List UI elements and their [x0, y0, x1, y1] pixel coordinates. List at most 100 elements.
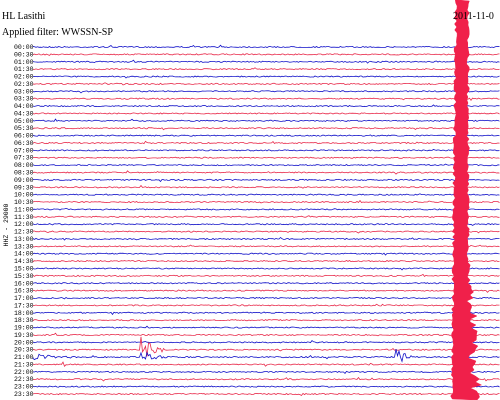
- time-label: 14:00: [14, 251, 34, 258]
- time-label: 18:00: [14, 310, 34, 317]
- time-label: 06:00: [14, 133, 34, 140]
- trace: [32, 319, 500, 322]
- time-label: 18:30: [14, 317, 34, 324]
- time-label: 09:30: [14, 184, 34, 191]
- trace: [32, 303, 500, 307]
- channel-label: HHZ - 29000: [3, 203, 10, 246]
- time-label: 22:30: [14, 376, 34, 383]
- time-label: 04:30: [14, 110, 34, 117]
- trace: [32, 260, 500, 263]
- time-label: 23:30: [14, 391, 34, 398]
- trace: [32, 392, 500, 397]
- time-label: 13:30: [14, 243, 34, 250]
- time-label: 15:00: [14, 265, 34, 272]
- time-label: 20:00: [14, 339, 34, 346]
- trace: [32, 332, 500, 337]
- time-label: 04:00: [14, 103, 34, 110]
- trace: [32, 370, 500, 374]
- trace: [32, 118, 500, 122]
- trace: [32, 236, 500, 241]
- time-label: 21:30: [14, 361, 34, 368]
- filter: Applied filter: WWSSN-SP: [2, 27, 113, 38]
- trace: [32, 44, 500, 49]
- trace: [32, 193, 500, 196]
- time-label: 12:30: [14, 229, 34, 236]
- time-label: 21:00: [14, 354, 34, 361]
- trace: [32, 252, 500, 256]
- time-label: 13:00: [14, 236, 34, 243]
- trace: [32, 385, 500, 388]
- trace: [32, 325, 500, 329]
- time-label: 00:00: [14, 44, 34, 51]
- trace: [32, 163, 500, 167]
- time-label: 03:30: [14, 96, 34, 103]
- trace: [32, 296, 500, 300]
- time-label: 01:30: [14, 66, 34, 73]
- time-label: 11:00: [14, 206, 34, 213]
- time-label: 14:30: [14, 258, 34, 265]
- time-label: 02:30: [14, 81, 34, 88]
- trace: [32, 340, 500, 344]
- trace: [32, 336, 500, 357]
- time-label: 09:00: [14, 177, 34, 184]
- trace: [32, 53, 500, 56]
- time-labels: 00:0000:3001:0001:3002:0002:3003:0003:30…: [14, 44, 34, 398]
- trace: [32, 289, 500, 293]
- time-label: 16:30: [14, 288, 34, 295]
- station-name: HL Lasithi: [2, 11, 45, 22]
- time-label: 23:00: [14, 384, 34, 391]
- time-label: 08:30: [14, 170, 34, 177]
- traces: [32, 44, 500, 397]
- trace: [32, 59, 500, 64]
- trace: [32, 244, 500, 248]
- time-label: 08:00: [14, 162, 34, 169]
- trace: [32, 112, 500, 115]
- trace: [32, 178, 500, 183]
- time-label: 01:00: [14, 59, 34, 66]
- time-label: 16:00: [14, 280, 34, 287]
- trace: [32, 223, 500, 226]
- date: 2011-11-0: [453, 11, 494, 22]
- trace: [32, 361, 500, 368]
- trace: [32, 376, 500, 382]
- trace: [32, 184, 500, 189]
- time-label: 20:30: [14, 347, 34, 354]
- trace: [32, 140, 500, 145]
- time-label: 22:00: [14, 369, 34, 376]
- trace: [32, 230, 500, 234]
- time-label: 10:00: [14, 192, 34, 199]
- time-label: 00:30: [14, 51, 34, 58]
- time-label: 06:30: [14, 140, 34, 147]
- time-label: 07:00: [14, 147, 34, 154]
- time-label: 05:30: [14, 125, 34, 132]
- time-label: 10:30: [14, 199, 34, 206]
- time-label: 17:30: [14, 302, 34, 309]
- time-label: 15:30: [14, 273, 34, 280]
- time-label: 12:00: [14, 221, 34, 228]
- trace: [32, 207, 500, 211]
- trace: [32, 127, 500, 131]
- trace: [32, 199, 500, 204]
- trace: [32, 97, 500, 101]
- time-label: 19:30: [14, 332, 34, 339]
- time-label: 11:30: [14, 214, 34, 221]
- large-event: [450, 0, 483, 400]
- trace: [32, 215, 500, 218]
- time-label: 19:00: [14, 325, 34, 332]
- event-band: [450, 0, 483, 400]
- time-label: 03:00: [14, 88, 34, 95]
- trace: [32, 149, 500, 152]
- time-label: 02:00: [14, 74, 34, 81]
- time-label: 07:30: [14, 155, 34, 162]
- trace: [32, 273, 500, 277]
- trace: [32, 156, 500, 159]
- trace: [32, 282, 500, 285]
- trace: [32, 311, 500, 316]
- time-label: 17:00: [14, 295, 34, 302]
- time-label: 05:00: [14, 118, 34, 125]
- trace: [32, 67, 500, 72]
- trace: [32, 90, 500, 94]
- trace: [32, 267, 500, 271]
- trace: [32, 134, 500, 138]
